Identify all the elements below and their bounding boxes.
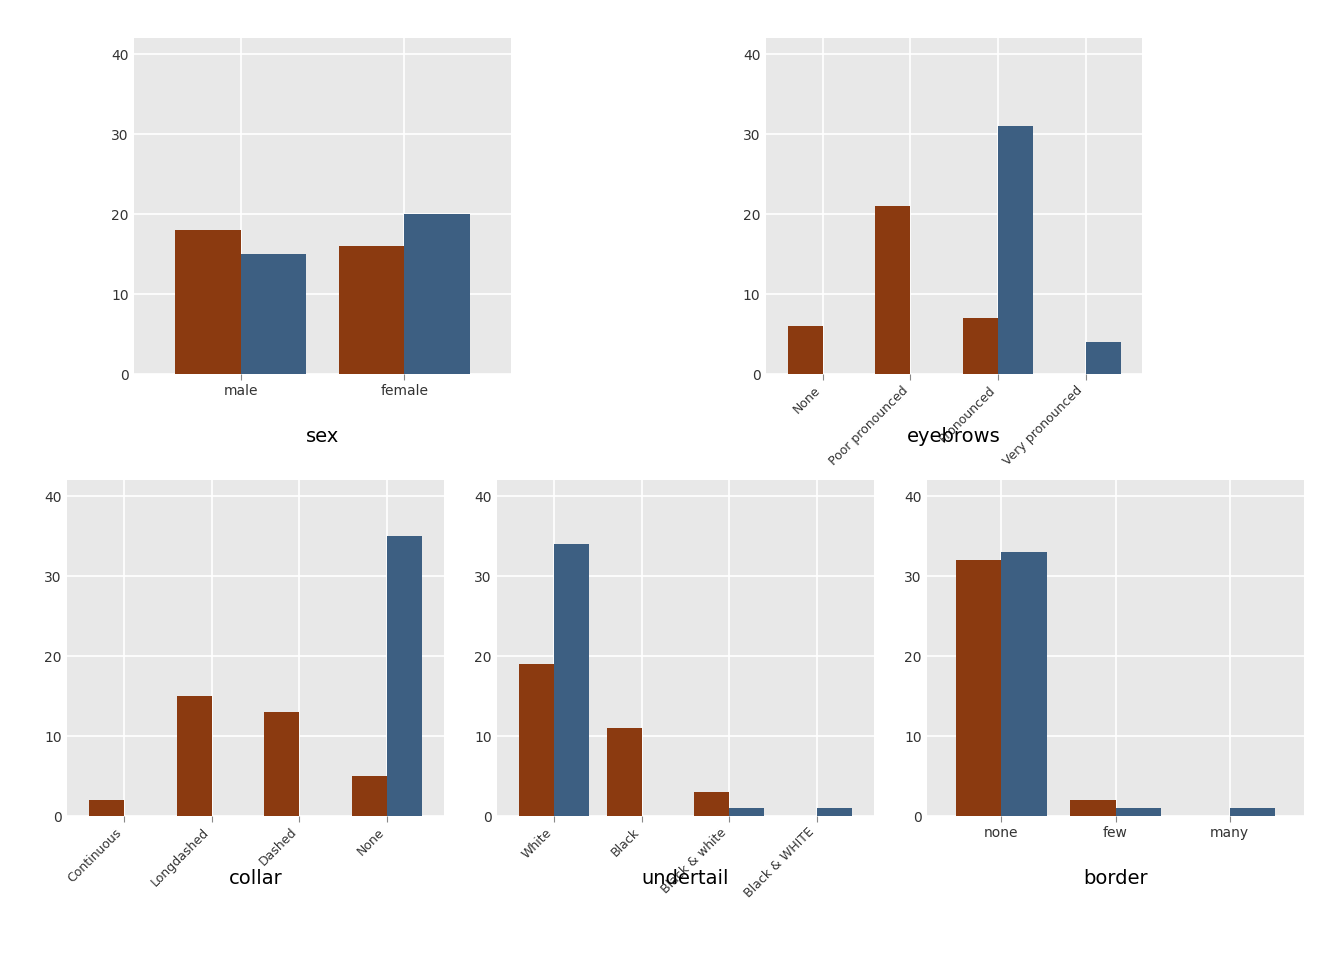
Bar: [956, 560, 1001, 816]
Bar: [241, 254, 306, 374]
Bar: [554, 544, 589, 816]
Bar: [695, 792, 730, 816]
Bar: [405, 214, 470, 374]
Bar: [730, 808, 765, 816]
Bar: [606, 728, 641, 816]
Bar: [964, 319, 999, 374]
Text: undertail: undertail: [641, 869, 730, 888]
Bar: [175, 230, 241, 374]
Bar: [265, 712, 300, 816]
Bar: [519, 664, 554, 816]
Bar: [387, 536, 422, 816]
Text: eyebrows: eyebrows: [907, 427, 1001, 446]
Bar: [1086, 343, 1121, 374]
Bar: [788, 326, 823, 374]
Bar: [999, 127, 1034, 374]
Bar: [339, 247, 405, 374]
Text: collar: collar: [228, 869, 282, 888]
Bar: [1230, 808, 1275, 816]
Text: sex: sex: [306, 427, 339, 446]
Bar: [817, 808, 852, 816]
Bar: [875, 206, 910, 374]
Bar: [1001, 552, 1047, 816]
Bar: [1116, 808, 1161, 816]
Bar: [352, 776, 387, 816]
Bar: [1070, 800, 1116, 816]
Text: border: border: [1083, 869, 1148, 888]
Bar: [176, 696, 211, 816]
Bar: [89, 800, 124, 816]
